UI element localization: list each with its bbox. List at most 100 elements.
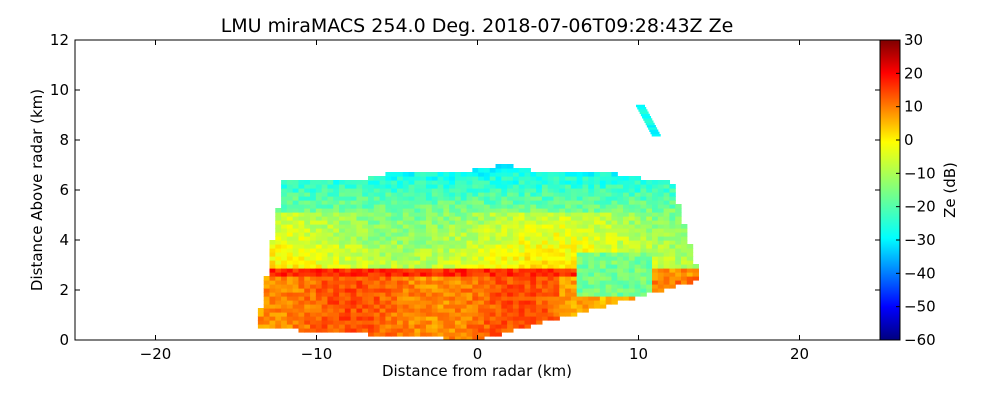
echo-cell bbox=[495, 296, 502, 301]
echo-cell bbox=[663, 276, 671, 281]
echo-cell bbox=[339, 288, 346, 293]
echo-cell bbox=[489, 200, 497, 205]
echo-cell bbox=[512, 284, 520, 289]
echo-cell bbox=[420, 284, 427, 289]
echo-cell bbox=[541, 240, 549, 245]
echo-cell bbox=[263, 320, 271, 325]
echo-cell bbox=[565, 180, 572, 185]
echo-cell bbox=[570, 184, 578, 189]
echo-cell bbox=[669, 188, 676, 193]
echo-cell bbox=[478, 300, 485, 305]
echo-cell bbox=[489, 236, 497, 241]
echo-cell bbox=[617, 288, 624, 293]
echo-cell bbox=[275, 232, 282, 237]
echo-cell bbox=[304, 320, 311, 325]
echo-cell bbox=[559, 312, 566, 317]
echo-cell bbox=[449, 180, 456, 185]
echo-cell bbox=[646, 180, 653, 185]
echo-cell bbox=[599, 208, 607, 213]
echo-cell bbox=[611, 288, 618, 293]
echo-cell bbox=[454, 204, 462, 209]
echo-cell bbox=[599, 188, 607, 193]
echo-cell bbox=[541, 292, 549, 297]
echo-cell bbox=[460, 192, 468, 197]
echo-cell bbox=[547, 252, 555, 257]
echo-cell bbox=[524, 308, 531, 313]
echo-cell bbox=[373, 244, 381, 249]
echo-cell bbox=[657, 240, 665, 245]
echo-cell bbox=[559, 236, 566, 241]
echo-cell bbox=[368, 276, 375, 281]
echo-cell bbox=[454, 336, 462, 340]
echo-cell bbox=[391, 192, 398, 197]
echo-cell bbox=[611, 176, 618, 181]
echo-cell bbox=[524, 244, 531, 249]
echo-cell bbox=[582, 280, 589, 285]
echo-cell bbox=[292, 216, 300, 221]
echo-cell bbox=[449, 212, 456, 217]
echo-cell bbox=[483, 304, 491, 309]
echo-cell bbox=[507, 196, 514, 201]
echo-cell bbox=[368, 324, 375, 329]
echo-cell bbox=[611, 184, 618, 189]
echo-cell bbox=[304, 296, 311, 301]
echo-cell bbox=[472, 280, 479, 285]
echo-cell bbox=[611, 284, 618, 289]
echo-cell bbox=[501, 208, 508, 213]
echo-cell bbox=[559, 208, 566, 213]
echo-cell bbox=[518, 168, 526, 173]
echo-cell bbox=[449, 280, 456, 285]
echo-cell bbox=[275, 320, 282, 325]
echo-cell bbox=[385, 328, 392, 333]
echo-cell bbox=[472, 236, 479, 241]
echo-cell bbox=[344, 252, 352, 257]
echo-cell bbox=[466, 236, 473, 241]
echo-cell bbox=[362, 252, 369, 257]
echo-cell bbox=[501, 320, 508, 325]
echo-cell bbox=[646, 248, 653, 253]
echo-cell bbox=[350, 280, 358, 285]
echo-cell bbox=[443, 228, 450, 233]
echo-cell bbox=[524, 172, 531, 177]
echo-cell bbox=[518, 184, 526, 189]
echo-cell bbox=[530, 248, 537, 253]
echo-cell bbox=[483, 220, 491, 225]
echo-cell bbox=[576, 204, 584, 209]
echo-cell bbox=[321, 252, 329, 257]
echo-cell bbox=[599, 280, 607, 285]
echo-cell bbox=[547, 240, 555, 245]
echo-cell bbox=[582, 224, 589, 229]
echo-cell bbox=[594, 216, 601, 221]
echo-cell bbox=[605, 192, 613, 197]
echo-cell bbox=[489, 240, 497, 245]
echo-cell bbox=[530, 312, 537, 317]
echo-cell bbox=[304, 236, 311, 241]
echo-cell bbox=[368, 292, 375, 297]
echo-cell bbox=[350, 324, 358, 329]
echo-cell bbox=[449, 184, 456, 189]
echo-cell bbox=[623, 292, 630, 297]
echo-cell bbox=[408, 292, 415, 297]
echo-cell bbox=[634, 264, 642, 269]
echo-cell bbox=[460, 252, 468, 257]
echo-cell bbox=[472, 328, 479, 333]
echo-cell bbox=[397, 188, 404, 193]
echo-cell bbox=[530, 228, 537, 233]
echo-cell bbox=[385, 188, 392, 193]
echo-cell bbox=[541, 296, 549, 301]
echo-cell bbox=[454, 248, 462, 253]
x-tick-label: −10 bbox=[301, 345, 333, 363]
echo-cell bbox=[669, 208, 676, 213]
echo-cell bbox=[437, 312, 444, 317]
echo-cell bbox=[269, 320, 276, 325]
echo-cell bbox=[582, 260, 589, 265]
echo-cell bbox=[420, 256, 427, 261]
echo-cell bbox=[321, 192, 329, 197]
echo-cell bbox=[501, 272, 508, 277]
echo-cell bbox=[269, 288, 276, 293]
echo-cell bbox=[582, 176, 589, 181]
echo-cell bbox=[449, 188, 456, 193]
echo-cell bbox=[472, 240, 479, 245]
echo-cell bbox=[553, 292, 560, 297]
echo-cell bbox=[414, 180, 421, 185]
